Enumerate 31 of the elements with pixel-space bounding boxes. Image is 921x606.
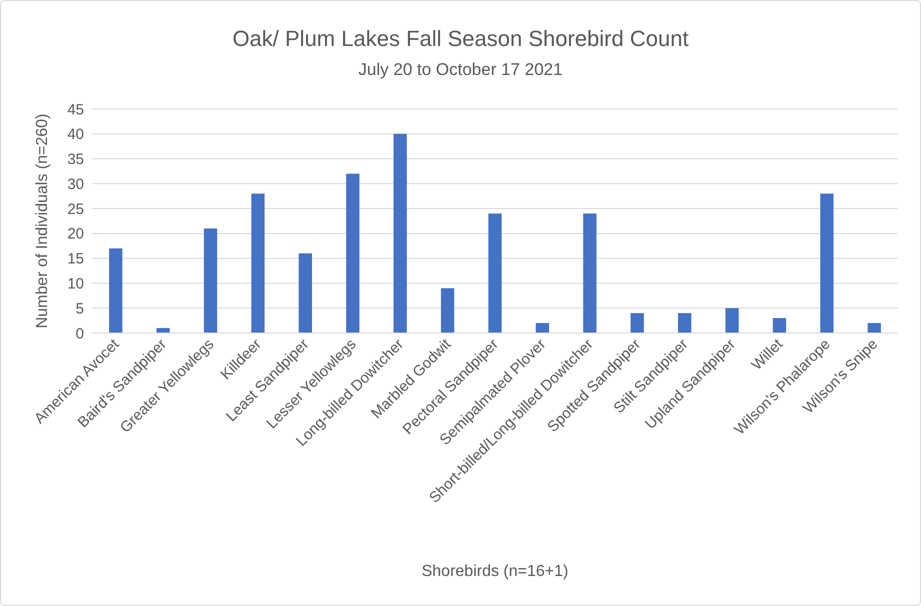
y-tick-label: 10 xyxy=(67,275,84,292)
bar xyxy=(346,174,360,333)
x-axis-title: Shorebirds (n=16+1) xyxy=(422,563,568,580)
y-tick-label: 5 xyxy=(76,300,84,318)
y-tick-label: 15 xyxy=(67,250,84,268)
bar xyxy=(109,248,122,333)
bar xyxy=(630,313,644,333)
bar xyxy=(868,323,881,333)
y-axis-title: Number of Individuals (n=260) xyxy=(34,114,51,328)
y-tick-label: 40 xyxy=(67,126,84,144)
bar xyxy=(298,253,312,333)
y-tick-label: 0 xyxy=(76,325,84,342)
y-tick-label: 20 xyxy=(67,226,84,243)
bar xyxy=(536,323,550,333)
bar xyxy=(820,194,834,333)
y-tick-label: 45 xyxy=(67,101,84,118)
bar xyxy=(678,313,692,333)
bar xyxy=(156,328,170,333)
bar xyxy=(394,134,407,333)
bar xyxy=(440,288,454,333)
chart-title: Oak/ Plum Lakes Fall Season Shorebird Count xyxy=(232,26,689,51)
bar xyxy=(725,308,739,333)
y-tick-label: 25 xyxy=(67,200,84,218)
bar xyxy=(772,318,786,333)
bar xyxy=(488,214,502,333)
y-tick-label: 30 xyxy=(67,176,84,193)
bar xyxy=(583,214,596,333)
chart-subtitle: July 20 to October 17 2021 xyxy=(358,60,563,79)
bar xyxy=(204,228,218,333)
bar xyxy=(251,194,265,333)
y-tick-label: 35 xyxy=(67,151,84,168)
